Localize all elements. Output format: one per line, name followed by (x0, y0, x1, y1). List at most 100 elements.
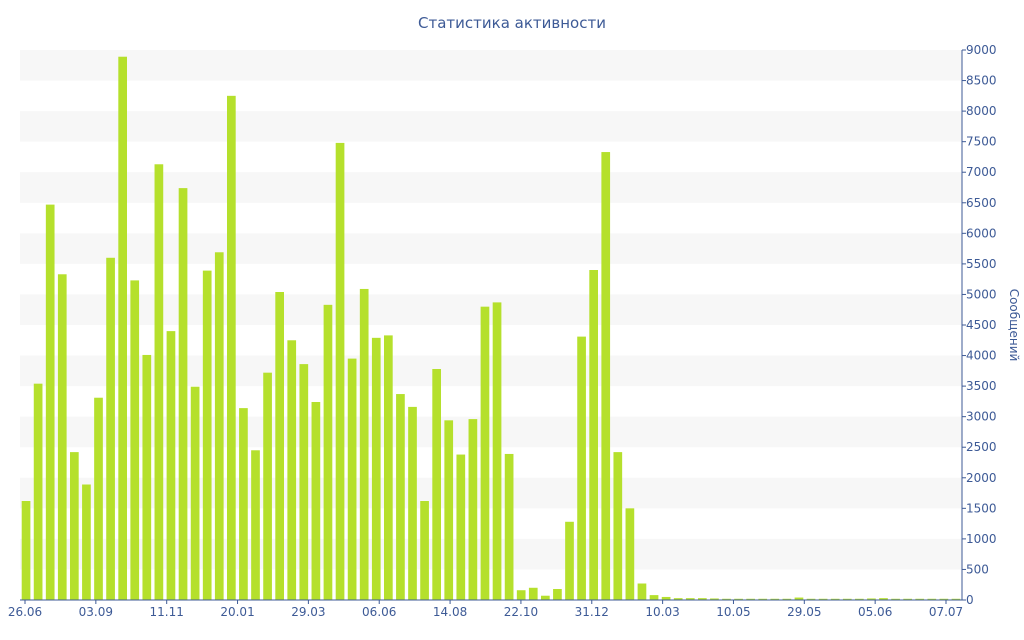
bar (601, 152, 611, 601)
y-tick-label: 1000 (966, 532, 997, 546)
bar (408, 406, 417, 600)
bar (444, 420, 454, 600)
bar (69, 452, 79, 600)
bar (456, 454, 466, 600)
bar (492, 302, 502, 600)
bar (516, 590, 526, 600)
y-tick-label: 2500 (966, 440, 997, 454)
y-tick-label: 3000 (966, 410, 997, 424)
bar (830, 598, 840, 600)
x-tick-label: 29.03 (291, 605, 325, 619)
bar (287, 340, 297, 600)
bar (251, 450, 260, 600)
bar (722, 598, 731, 600)
bar (154, 164, 164, 600)
bar (94, 397, 103, 600)
bar (263, 372, 272, 600)
x-tick-label: 14.08 (433, 605, 467, 619)
bar (770, 598, 780, 600)
bar (565, 521, 574, 600)
bars-group (21, 56, 961, 601)
bar (540, 595, 550, 600)
x-tick-label: 07.07 (929, 605, 963, 619)
bar (903, 598, 913, 600)
x-tick-label: 10.05 (716, 605, 750, 619)
bar (854, 598, 864, 600)
grid-band (20, 294, 962, 325)
bar (106, 257, 115, 600)
bar (347, 358, 357, 600)
x-tick-label: 29.05 (787, 605, 821, 619)
y-tick-label: 4500 (966, 318, 997, 332)
y-tick-label: 8500 (966, 74, 997, 88)
bar (166, 331, 176, 600)
y-ticks: 0 500 1000 1500 2000 2500 3000 3500 4000 4500 5000… (962, 43, 997, 607)
bar (589, 270, 599, 600)
bar (927, 598, 937, 600)
grid-band (20, 172, 962, 203)
bar (142, 354, 152, 600)
y-axis-label: Сообщений (1007, 289, 1021, 362)
bar (734, 598, 743, 600)
y-tick-label: 5500 (966, 257, 997, 271)
bar (891, 598, 900, 600)
bar (214, 252, 224, 600)
bar (311, 402, 321, 600)
bar (57, 274, 67, 600)
bar (637, 583, 647, 600)
grid-band (20, 50, 962, 81)
bar (396, 394, 405, 600)
chart-title: Статистика активности (418, 14, 606, 32)
grid-band (20, 233, 962, 264)
bar (806, 598, 816, 600)
bar (818, 598, 828, 600)
grid-band (20, 538, 962, 570)
y-tick-label: 2000 (966, 471, 997, 485)
x-tick-label: 05.06 (858, 605, 892, 619)
x-tick-label: 26.06 (8, 605, 42, 619)
grid-band (20, 355, 962, 387)
y-tick-label: 6000 (966, 226, 997, 240)
grid-band (20, 477, 962, 509)
x-tick-label: 10.03 (645, 605, 679, 619)
bar (661, 596, 671, 600)
y-tick-label: 6500 (966, 196, 997, 210)
y-tick-label: 500 (966, 562, 989, 576)
y-tick-label: 8000 (966, 104, 997, 118)
bar (190, 386, 200, 600)
bar (178, 188, 188, 600)
bar (746, 598, 756, 600)
x-tick-label: 20.01 (220, 605, 254, 619)
bar (504, 453, 514, 600)
y-tick-label: 7000 (966, 165, 997, 179)
y-tick-label: 0 (966, 593, 974, 607)
x-tick-label: 22.10 (504, 605, 538, 619)
bar (528, 587, 538, 600)
bar (432, 369, 442, 600)
grid-band (20, 111, 962, 142)
bar (710, 598, 719, 600)
x-tick-label: 11.11 (150, 605, 184, 619)
grid-band (20, 416, 962, 448)
y-tick-label: 1500 (966, 501, 997, 515)
bar (323, 304, 333, 600)
bar (21, 501, 31, 600)
grid-bands (20, 50, 962, 570)
y-tick-label: 9000 (966, 43, 997, 57)
bar (226, 95, 236, 600)
bar (371, 337, 381, 600)
bar (649, 595, 659, 600)
bar (577, 336, 586, 600)
y-tick-label: 7500 (966, 135, 997, 149)
bar (202, 270, 212, 600)
bar (468, 419, 478, 600)
bar (335, 142, 345, 600)
x-tick-label: 06.06 (362, 605, 396, 619)
bar (625, 508, 635, 600)
bar (758, 598, 768, 600)
bar (45, 204, 55, 600)
bar (939, 598, 949, 600)
bar (879, 598, 888, 600)
